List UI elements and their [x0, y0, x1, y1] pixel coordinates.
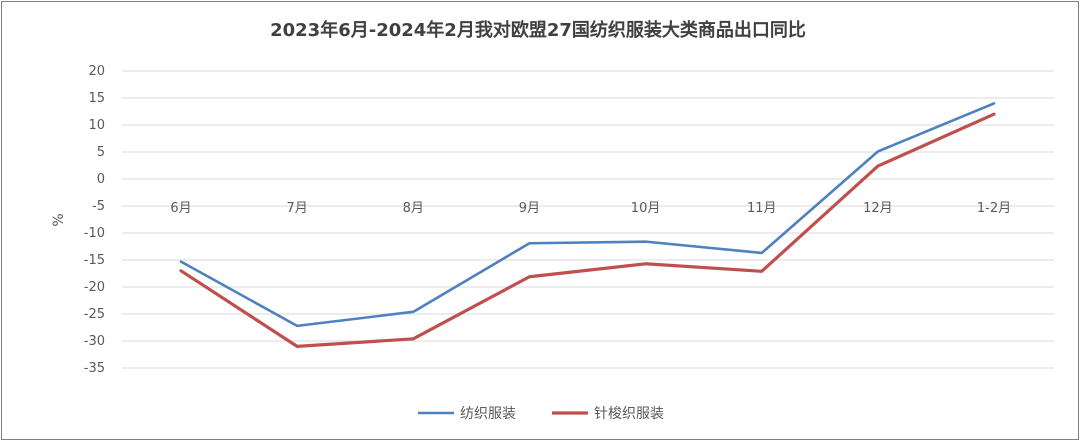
y-tick-label: -30 [84, 334, 105, 349]
y-tick-label: -10 [84, 226, 105, 241]
y-tick-label: -35 [84, 361, 105, 376]
x-tick-label: 7月 [287, 201, 308, 216]
series-line-1 [179, 112, 996, 348]
series-line-0 [179, 102, 996, 328]
y-tick-label: 0 [97, 172, 105, 187]
x-tick-label: 9月 [519, 201, 540, 216]
y-axis-label: % [51, 213, 67, 226]
y-tick-labels: 20 15 10 5 0 -5 -10 -15 -20 -25 -30 -35 [84, 64, 105, 376]
y-tick-label: 10 [88, 118, 105, 133]
legend: 纺织服装 针梭织服装 [418, 405, 664, 422]
legend-label-0: 纺织服装 [460, 406, 516, 422]
y-tick-label: -20 [84, 280, 105, 295]
x-tick-label: 8月 [403, 201, 424, 216]
series-lines [179, 102, 996, 348]
x-tick-label: 12月 [863, 201, 893, 216]
y-tick-label: 5 [97, 145, 105, 160]
y-tick-label: 20 [88, 64, 105, 79]
chart-title: 2023年6月-2024年2月我对欧盟27国纺织服装大类商品出口同比 [270, 20, 806, 41]
y-tick-label: -5 [92, 199, 105, 214]
y-tick-label: -25 [84, 307, 105, 322]
x-tick-label: 1-2月 [977, 201, 1011, 216]
legend-label-1: 针梭织服装 [594, 405, 664, 422]
x-tick-label: 6月 [170, 201, 191, 216]
x-tick-labels: 6月 7月 8月 9月 10月 11月 12月 1-2月 [170, 201, 1011, 216]
y-tick-label: 15 [88, 91, 105, 106]
x-tick-label: 10月 [631, 201, 661, 216]
x-tick-label: 11月 [747, 201, 777, 216]
gridlines [122, 70, 1054, 369]
y-tick-label: -15 [84, 253, 105, 268]
